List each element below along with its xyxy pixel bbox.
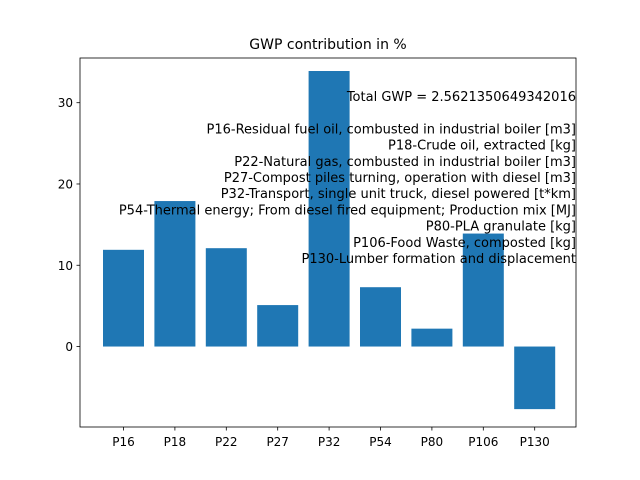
bars-group	[103, 71, 556, 410]
x-tick-label: P16	[112, 435, 135, 449]
bar-p80	[411, 328, 453, 347]
axes-group: 0 10 20 30 P16 P18 P22 P27 P32 P54 P80 P106 P130	[58, 57, 577, 449]
x-tick-label: P54	[369, 435, 392, 449]
x-tick-label: P32	[318, 435, 341, 449]
y-tick-label: 10	[58, 259, 73, 273]
annotation-line: P32-Transport, single unit truck, diesel…	[221, 187, 576, 202]
annotation-line: P16-Residual fuel oil, combusted in indu…	[207, 122, 576, 137]
y-tick-label: 30	[58, 96, 73, 110]
x-tick-label: P80	[421, 435, 444, 449]
bar-p106	[462, 233, 504, 347]
annotation-group: Total GWP = 2.5621350649342016 P16-Residu…	[119, 90, 576, 267]
bar-p32	[308, 71, 350, 347]
axes-frame	[79, 57, 577, 428]
x-tick-label: P27	[266, 435, 289, 449]
bar-p54	[360, 287, 401, 347]
x-tick-label: P106	[468, 435, 498, 449]
annotation-line: P54-Thermal energy; From diesel fired eq…	[119, 203, 576, 218]
chart-title: GWP contribution in %	[249, 37, 406, 53]
x-tick-label: P130	[520, 435, 550, 449]
bar-p27	[257, 305, 299, 347]
bar-p18	[154, 201, 196, 347]
bar-p22	[205, 248, 247, 347]
annotation-line: P18-Crude oil, extracted [kg]	[388, 139, 576, 154]
bar-p130	[514, 346, 556, 410]
annotation-line: P130-Lumber formation and displacement	[302, 252, 577, 267]
annotation-line: P80-PLA granulate [kg]	[426, 220, 576, 235]
annotation-line: Total GWP = 2.5621350649342016	[346, 90, 576, 105]
y-tick-label: 20	[58, 177, 73, 191]
x-tick-label: P18	[164, 435, 187, 449]
annotation-line: P22-Natural gas, combusted in industrial…	[234, 155, 576, 170]
bar-p16	[103, 249, 144, 347]
y-tick-label: 0	[65, 340, 73, 354]
annotation-line: P106-Food Waste, composted [kg]	[353, 236, 576, 251]
x-tick-label: P22	[215, 435, 238, 449]
annotation-line: P27-Compost piles turning, operation wit…	[224, 171, 576, 186]
